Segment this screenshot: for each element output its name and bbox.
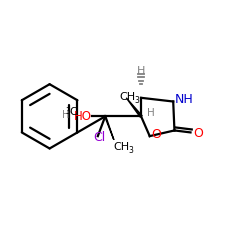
Text: O: O	[193, 127, 203, 140]
Text: H: H	[146, 108, 154, 118]
Text: NH: NH	[174, 92, 193, 106]
Text: H: H	[62, 110, 70, 120]
Text: 3: 3	[129, 146, 134, 155]
Text: CH: CH	[119, 92, 135, 102]
Text: H: H	[137, 66, 145, 76]
Text: 3: 3	[134, 96, 139, 104]
Text: Cl: Cl	[93, 131, 105, 144]
Text: HO: HO	[74, 110, 92, 123]
Polygon shape	[104, 116, 114, 140]
Polygon shape	[126, 98, 142, 117]
Text: C: C	[70, 107, 77, 117]
Text: O: O	[151, 128, 161, 141]
Text: CH: CH	[114, 142, 130, 152]
Text: 3: 3	[65, 107, 70, 116]
